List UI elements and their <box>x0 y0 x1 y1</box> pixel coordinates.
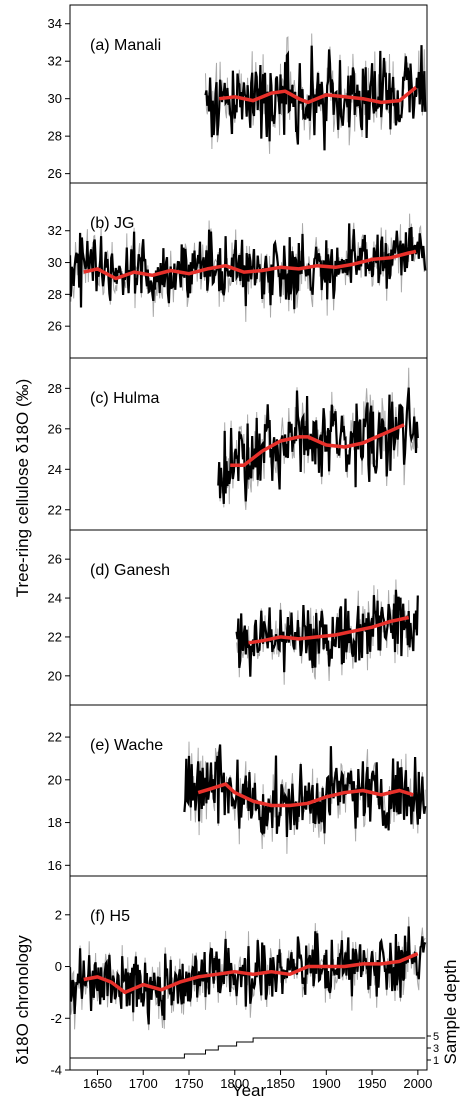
y-tick-label: 26 <box>48 552 62 567</box>
x-tick-label: 1700 <box>129 1076 158 1091</box>
panel-data <box>204 33 427 154</box>
panel-label: (c) Hulma <box>90 390 159 407</box>
raw-series-line <box>70 223 427 310</box>
x-tick-label: 2000 <box>403 1076 432 1091</box>
y-tick-label: 26 <box>48 421 62 436</box>
y-tick-label: 22 <box>48 629 62 644</box>
y-tick-label: 28 <box>48 129 62 144</box>
x-axis-title: Year <box>232 1081 267 1100</box>
panel-data <box>70 213 427 322</box>
panel-label: (d) Ganesh <box>90 562 170 579</box>
smoothed-series-line <box>83 951 419 995</box>
y-tick-label: 30 <box>48 91 62 106</box>
panel-2: 22 24 26 28 (c) Hulma <box>48 357 428 531</box>
panel-label: (a) Manali <box>90 37 161 54</box>
panel-data <box>235 579 419 685</box>
y-tick-label: 22 <box>48 502 62 517</box>
y-axis-title-upper: Tree-ring cellulose δ18O (‰) <box>13 379 32 598</box>
smoothed-series-line <box>230 423 405 467</box>
panel-label: (e) Wache <box>90 737 163 754</box>
panel-1: 26 28 30 32 (b) JG <box>48 182 428 359</box>
sample-depth-tick-label: 5 <box>433 1031 439 1043</box>
raw-series-line <box>183 744 427 838</box>
raw-series-line <box>235 589 419 677</box>
y-tick-label: 24 <box>48 462 62 477</box>
y-tick-label: 26 <box>48 166 62 181</box>
sample-depth-tick-label: 1 <box>433 1055 439 1067</box>
y-tick-label: 20 <box>48 772 62 787</box>
y-tick-label: -2 <box>50 1011 62 1026</box>
panel-data <box>183 741 427 854</box>
smoothed-series-line <box>197 782 414 808</box>
y-tick-label: 20 <box>48 668 62 683</box>
y-tick-label: 34 <box>48 16 62 31</box>
smoothed-series-line <box>248 615 410 645</box>
y-tick-label: 30 <box>48 255 62 270</box>
x-tick-label: 1850 <box>266 1076 295 1091</box>
x-tick-label: 1650 <box>83 1076 112 1091</box>
panel-3: 20 22 24 26 (d) Ganesh <box>48 529 428 706</box>
x-tick-label: 1800 <box>220 1076 249 1091</box>
panel-4: 16 18 20 22 (e) Wache <box>48 704 428 877</box>
y-tick-label: 32 <box>48 223 62 238</box>
y-tick-label: 2 <box>55 907 62 922</box>
y-axis-title-lower: δ18O chronology <box>13 935 32 1065</box>
panel-label: (f) H5 <box>90 908 130 925</box>
y-tick-label: 32 <box>48 54 62 69</box>
y-tick-label: 28 <box>48 287 62 302</box>
y-tick-label: 0 <box>55 959 62 974</box>
y2-axis-title: Sample depth <box>441 960 460 1065</box>
x-tick-label: 1950 <box>358 1076 387 1091</box>
panel-0: 26 28 30 32 34 (a) Manali <box>48 4 428 184</box>
y-tick-label: -4 <box>50 1063 62 1078</box>
y-tick-label: 26 <box>48 319 62 334</box>
y-tick-label: 24 <box>48 591 62 606</box>
x-tick-label: 1750 <box>175 1076 204 1091</box>
panel-data <box>70 916 427 1031</box>
panel-data <box>217 367 419 511</box>
smoothed-series-line <box>218 86 418 105</box>
sample-depth-line <box>70 1037 426 1059</box>
y-tick-label: 16 <box>48 858 62 873</box>
sample-depth-tick-label: 3 <box>433 1043 439 1055</box>
y-tick-label: 28 <box>48 381 62 396</box>
y-tick-label: 18 <box>48 815 62 830</box>
panel-frame <box>69 875 428 1071</box>
raw-series-line <box>204 45 427 151</box>
smoothed-series-line <box>83 249 417 281</box>
x-tick-label: 1900 <box>312 1076 341 1091</box>
raw-series-line <box>70 926 427 1025</box>
y-tick-label: 22 <box>48 730 62 745</box>
panel-label: (b) JG <box>90 215 134 232</box>
panel-5: -4 -2 0 2 (f) H5 135 <box>50 875 439 1078</box>
